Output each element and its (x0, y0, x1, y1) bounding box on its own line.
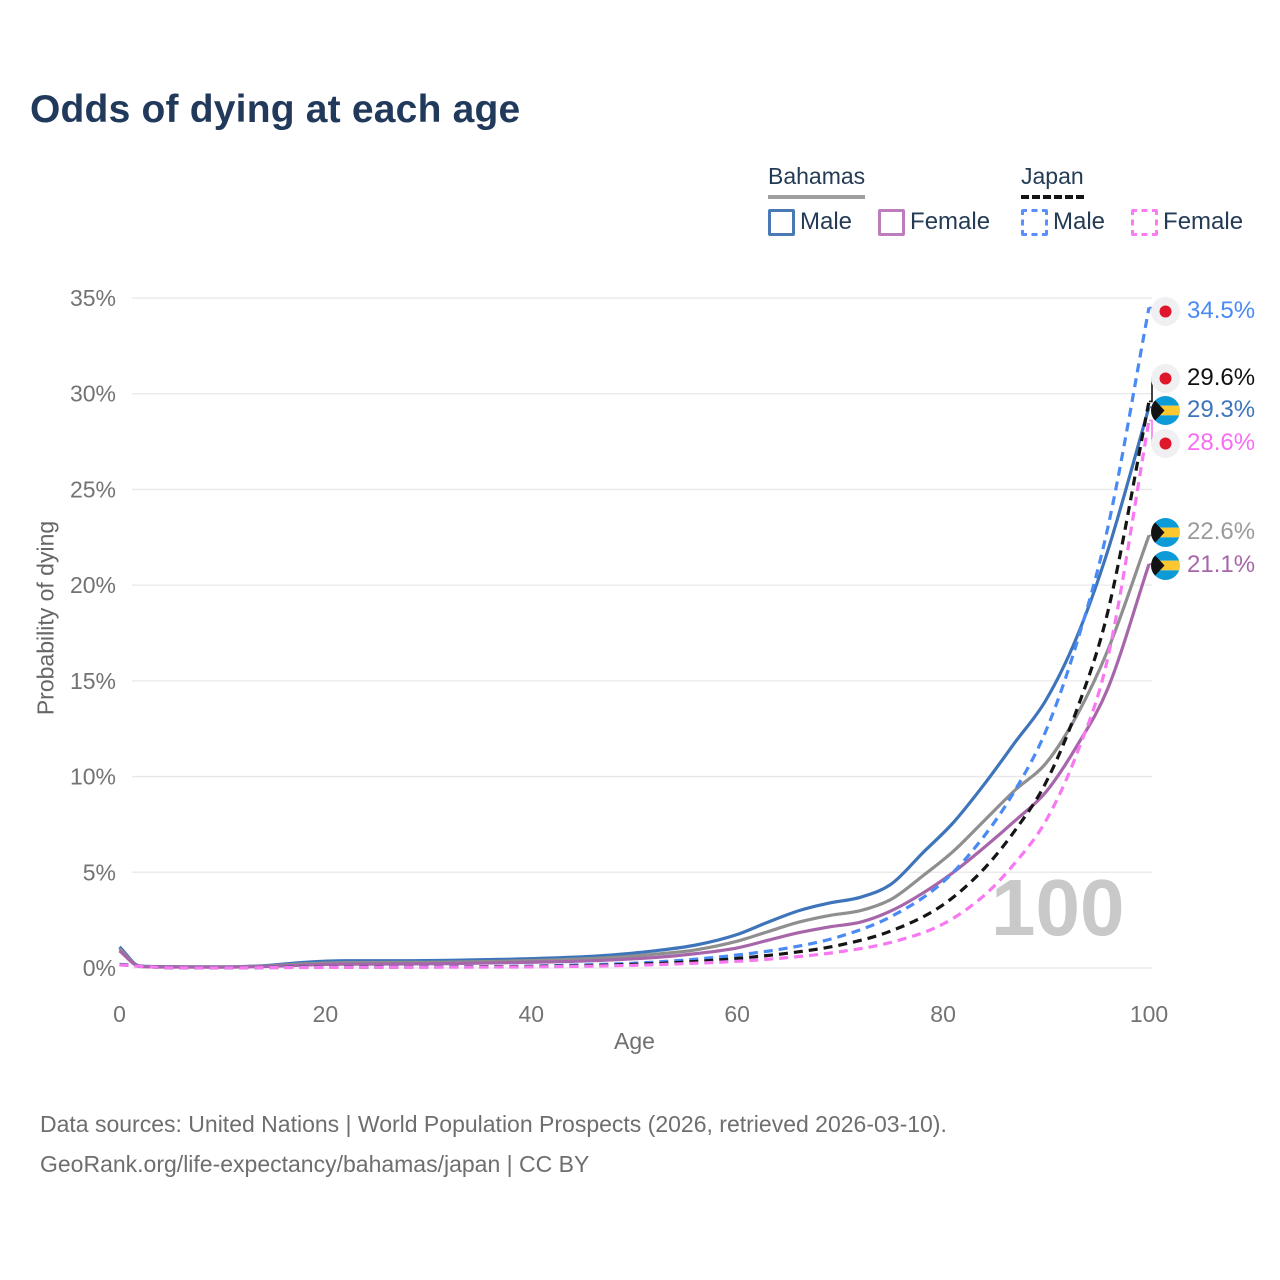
legend-items-bahamas: Male Female (768, 208, 990, 236)
series-line-japan-female (119, 420, 1151, 970)
end-label-bahamas-total: 22.6% (1151, 517, 1255, 547)
y-tick-label: 10% (70, 764, 116, 790)
japan-flag-icon (1151, 296, 1180, 326)
series-line-japan-male (119, 307, 1151, 970)
end-label-value: 29.3% (1187, 396, 1256, 423)
end-label-japan-female: 28.6% (1151, 428, 1255, 458)
y-tick-label: 0% (83, 955, 116, 981)
legend-label: Female (910, 208, 991, 235)
end-label-bahamas-female: 21.1% (1151, 550, 1255, 580)
legend-item-japan-female: Female (1131, 208, 1243, 236)
japan-flag-icon (1151, 428, 1180, 458)
japan-male-swatch-icon (1021, 208, 1048, 236)
end-label-japan-male: 34.5% (1151, 296, 1255, 326)
bahamas-male-swatch-icon (768, 208, 795, 236)
x-tick-label: 0 (113, 1001, 126, 1027)
bahamas-flag-icon (1151, 517, 1180, 547)
x-tick-label: 20 (313, 1001, 339, 1027)
x-tick-label: 100 (1130, 1001, 1168, 1027)
age-counter-watermark: 100 (991, 863, 1125, 952)
end-label-value: 22.6% (1187, 518, 1256, 545)
source-attribution: Data sources: United Nations | World Pop… (40, 1104, 947, 1184)
japan-female-swatch-icon (1131, 208, 1159, 236)
legend-item-bahamas-female: Female (878, 208, 990, 236)
end-label-value: 28.6% (1187, 429, 1256, 456)
y-axis-title: Probability of dying (32, 520, 59, 716)
bahamas-female-swatch-icon (878, 208, 906, 236)
y-tick-label: 30% (70, 381, 116, 407)
x-tick-label: 40 (519, 1001, 545, 1027)
end-label-value: 34.5% (1187, 297, 1256, 324)
legend-items-japan: Male Female (1021, 208, 1243, 236)
legend-country-japan: Japan (1021, 163, 1084, 199)
bahamas-flag-icon (1151, 395, 1180, 425)
page-title: Odds of dying at each age (30, 88, 521, 131)
legend-label: Female (1163, 208, 1244, 235)
legend-label: Male (800, 208, 853, 235)
y-tick-label: 25% (70, 476, 116, 502)
y-tick-label: 35% (70, 285, 116, 311)
legend-country-bahamas: Bahamas (768, 163, 866, 199)
data-sources-line: Data sources: United Nations | World Pop… (40, 1111, 947, 1137)
y-tick-label: 5% (83, 859, 116, 885)
end-label-japan-total: 29.6% (1151, 363, 1255, 393)
legend-item-japan-male: Male (1021, 208, 1105, 236)
georank-link-line: GeoRank.org/life-expectancy/bahamas/japa… (40, 1151, 590, 1177)
bahamas-flag-icon (1151, 550, 1180, 580)
x-tick-label: 80 (930, 1001, 956, 1027)
legend-group-bahamas: Bahamas Male Female (768, 163, 990, 236)
series-line-bahamas-female (118, 563, 1151, 969)
x-tick-label: 60 (724, 1001, 750, 1027)
end-label-value: 29.6% (1187, 364, 1256, 391)
legend-group-japan: Japan Male Female (1021, 163, 1243, 236)
end-label-value: 21.1% (1187, 551, 1256, 578)
legend-label: Male (1053, 208, 1106, 235)
x-axis-title: Age (614, 1028, 655, 1054)
legend-item-bahamas-male: Male (768, 208, 852, 236)
end-label-bahamas-male: 29.3% (1151, 395, 1255, 425)
y-tick-label: 20% (70, 572, 116, 598)
y-tick-label: 15% (70, 668, 116, 694)
japan-flag-icon (1151, 363, 1180, 393)
